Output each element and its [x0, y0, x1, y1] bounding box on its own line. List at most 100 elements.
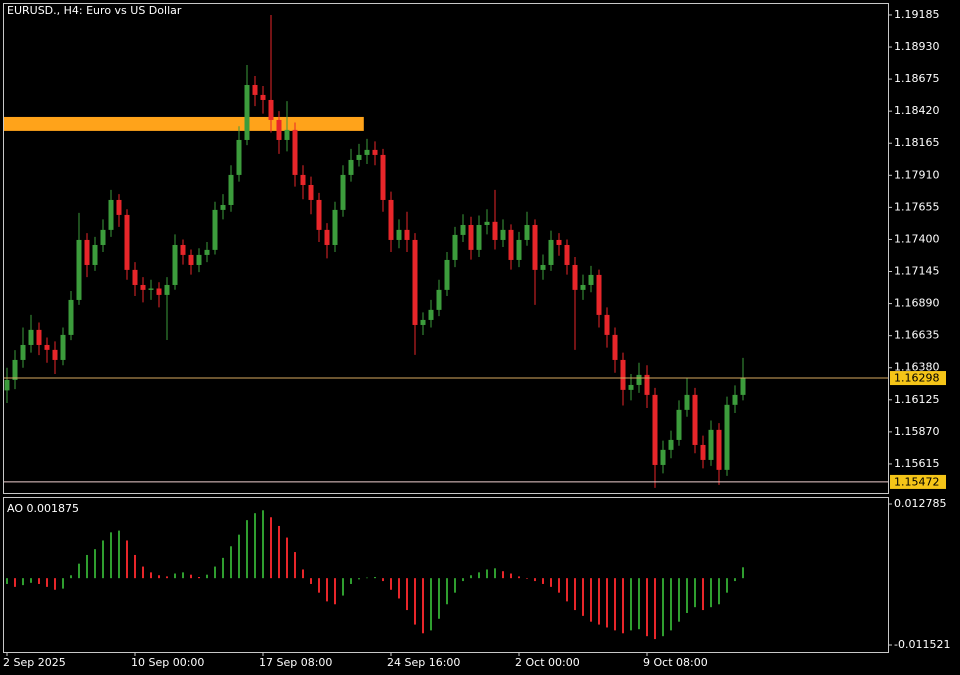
- candle-body: [604, 314, 610, 335]
- candle-body: [140, 284, 146, 290]
- ao-pane: [3, 497, 889, 653]
- ao-label: AO 0.001875: [7, 502, 79, 515]
- candle-body: [404, 229, 410, 240]
- ao-bar: [318, 578, 320, 593]
- ao-bar: [678, 578, 680, 622]
- x-tick-label: 10 Sep 00:00: [131, 656, 204, 669]
- y-tick-label: 1.16890: [894, 297, 940, 310]
- ao-bar: [166, 576, 168, 579]
- candle-body: [468, 224, 474, 250]
- candle-body: [700, 444, 706, 460]
- candle-body: [316, 199, 322, 230]
- ao-bar: [662, 578, 664, 637]
- ao-bar: [550, 578, 552, 587]
- candle-body: [212, 209, 218, 250]
- ao-bar: [342, 578, 344, 596]
- chart-title: EURUSD., H4: Euro vs US Dollar: [7, 4, 182, 17]
- ao-bar: [134, 554, 136, 579]
- candle-body: [292, 129, 298, 175]
- x-tick-label: 9 Oct 08:00: [643, 656, 708, 669]
- candle-body: [300, 174, 306, 185]
- ao-bar: [286, 537, 288, 579]
- candle-body: [740, 378, 746, 395]
- candle-body: [36, 329, 42, 345]
- ao-bar: [582, 578, 584, 616]
- candle-body: [724, 404, 730, 470]
- y-tick-label: 1.16125: [894, 393, 940, 406]
- main-pane: [3, 3, 889, 494]
- ao-bar: [638, 578, 640, 630]
- ao-bar: [150, 572, 152, 579]
- candle-body: [228, 174, 234, 205]
- candle-body: [732, 394, 738, 405]
- candle-body: [340, 174, 346, 210]
- ao-bar: [126, 540, 128, 579]
- candle-body: [268, 99, 274, 120]
- ao-bar: [414, 578, 416, 625]
- ao-bar: [606, 578, 608, 628]
- candle-body: [332, 209, 338, 245]
- ao-bar: [542, 578, 544, 584]
- ao-bar: [526, 578, 528, 579]
- candle-body: [12, 359, 18, 380]
- marks: [4, 14, 746, 640]
- candle-body: [116, 199, 122, 215]
- ao-bar: [718, 578, 720, 605]
- ao-bar: [222, 557, 224, 579]
- candle-body: [636, 374, 642, 385]
- candle-body: [356, 154, 362, 160]
- ao-bar: [110, 532, 112, 579]
- ao-bar: [422, 578, 424, 634]
- ao-bar: [174, 573, 176, 579]
- candle-body: [612, 334, 618, 360]
- candle-body: [308, 184, 314, 200]
- ao-bar: [22, 578, 24, 586]
- candle-body: [84, 239, 90, 265]
- x-tick-label: 24 Sep 16:00: [387, 656, 460, 669]
- y-tick-label: 1.18420: [894, 104, 940, 117]
- ao-bar: [742, 567, 744, 579]
- candle-body: [436, 289, 442, 310]
- ao-bar: [158, 575, 160, 579]
- candle-body: [20, 344, 26, 360]
- ao-bar: [486, 569, 488, 579]
- candle-body: [620, 359, 626, 390]
- ao-bar: [590, 578, 592, 622]
- y-tick-label: 1.17145: [894, 265, 940, 278]
- ao-bar: [70, 575, 72, 579]
- candle-body: [324, 229, 330, 245]
- candle-body: [588, 274, 594, 285]
- ao-bar: [470, 575, 472, 579]
- candle-body: [708, 429, 714, 460]
- candle-body: [660, 449, 666, 465]
- candle-body: [532, 224, 538, 270]
- ao-bar: [446, 578, 448, 605]
- ao-bar: [62, 578, 64, 589]
- candle-body: [204, 249, 210, 255]
- candle-body: [220, 204, 226, 210]
- ao-bar: [566, 578, 568, 602]
- candle-body: [76, 239, 82, 300]
- y-tick-label: 0.012785: [894, 497, 947, 510]
- ao-bar: [390, 578, 392, 590]
- candle-body: [276, 119, 282, 140]
- candle-body: [500, 229, 506, 240]
- candle-body: [540, 264, 546, 270]
- ao-bar: [366, 577, 368, 579]
- y-tick-label: 1.18165: [894, 136, 940, 149]
- ao-bar: [94, 549, 96, 579]
- ao-bar: [238, 534, 240, 579]
- candle-body: [644, 374, 650, 395]
- ao-bar: [262, 510, 264, 579]
- candle-body: [108, 199, 114, 230]
- ao-bar: [734, 578, 736, 582]
- candle-body: [180, 244, 186, 255]
- candle-body: [4, 379, 10, 391]
- ao-bar: [374, 577, 376, 579]
- candle-body: [68, 299, 74, 335]
- y-tick-label: 1.18930: [894, 40, 940, 53]
- candle-body: [668, 439, 674, 450]
- ao-bar: [702, 578, 704, 611]
